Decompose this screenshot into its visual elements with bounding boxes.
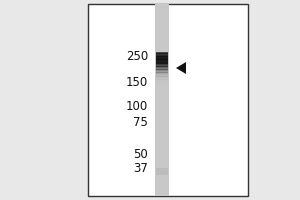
- Bar: [156, 86, 168, 88]
- Text: 150: 150: [126, 75, 148, 88]
- Bar: [156, 92, 168, 94]
- Text: 50: 50: [133, 148, 148, 162]
- Bar: [156, 62, 168, 64]
- Bar: [156, 66, 168, 68]
- Text: 100: 100: [126, 100, 148, 114]
- Bar: [156, 58, 168, 60]
- Bar: [155, 4, 169, 196]
- Bar: [156, 94, 168, 96]
- Bar: [156, 76, 168, 78]
- Bar: [156, 78, 168, 80]
- Bar: [156, 69, 168, 71]
- Polygon shape: [176, 62, 186, 74]
- Text: 37: 37: [133, 162, 148, 174]
- Bar: [156, 81, 168, 83]
- Bar: [156, 82, 168, 84]
- Text: 75: 75: [133, 116, 148, 129]
- Bar: [156, 65, 168, 67]
- Bar: [156, 88, 168, 90]
- Bar: [156, 59, 168, 61]
- Bar: [88, 4, 248, 196]
- Bar: [156, 71, 168, 73]
- Bar: [156, 85, 168, 87]
- Bar: [156, 84, 168, 85]
- Bar: [156, 63, 168, 65]
- Bar: [156, 68, 168, 70]
- Bar: [156, 53, 168, 55]
- Bar: [156, 52, 168, 54]
- Bar: [156, 61, 168, 63]
- Bar: [156, 91, 168, 93]
- Bar: [156, 168, 168, 175]
- Bar: [156, 75, 168, 77]
- Bar: [156, 72, 168, 74]
- Text: 250: 250: [126, 50, 148, 64]
- Bar: [156, 79, 168, 81]
- Bar: [156, 56, 168, 58]
- Bar: [156, 55, 168, 57]
- Bar: [156, 73, 168, 75]
- Bar: [156, 89, 168, 91]
